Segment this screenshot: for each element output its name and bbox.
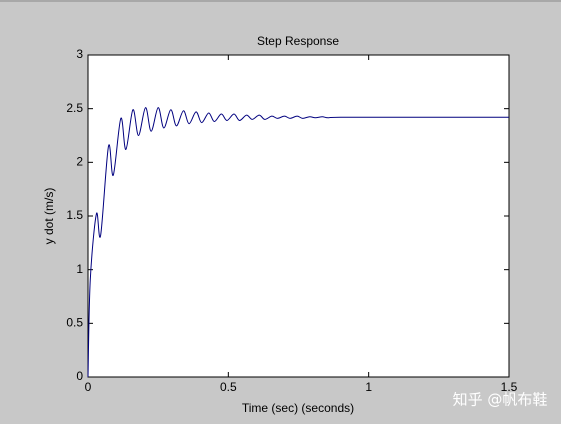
x-axis-label: Time (sec) (seconds): [242, 401, 354, 415]
y-tick-label: 2: [76, 155, 83, 169]
y-tick-label: 1.5: [66, 208, 83, 222]
y-tick-label: 2.5: [66, 101, 83, 115]
x-tick-label: 0.5: [220, 380, 237, 394]
y-tick-label: 1: [76, 262, 83, 276]
x-tick-label: 1.5: [501, 380, 518, 394]
y-axis-label: y dot (m/s): [42, 188, 56, 245]
y-tick-label: 3: [76, 47, 83, 61]
x-tick-label: 1: [365, 380, 372, 394]
chart-title: Step Response: [257, 34, 339, 48]
y-tick-label: 0.5: [66, 316, 83, 330]
plot-area: [87, 54, 510, 378]
watermark: 知乎 @帆布鞋: [453, 391, 548, 409]
x-tick-label: 0: [85, 380, 92, 394]
data-line: [87, 107, 509, 378]
y-tick-label: 0: [76, 369, 83, 383]
